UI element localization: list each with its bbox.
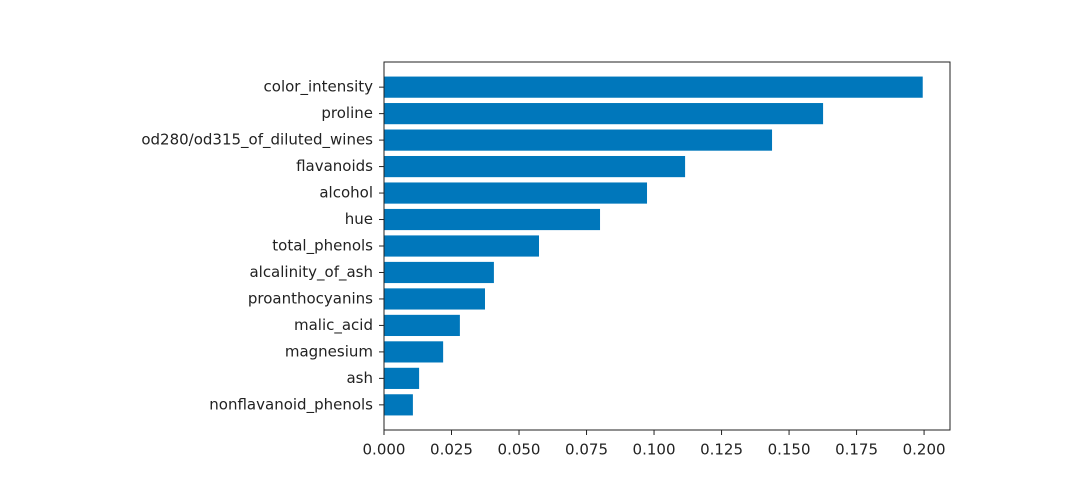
y-tick-label: magnesium xyxy=(285,342,373,360)
x-tick-label: 0.175 xyxy=(835,441,878,459)
bar xyxy=(384,288,485,310)
bar xyxy=(384,129,773,151)
bar xyxy=(384,394,413,416)
x-tick-label: 0.050 xyxy=(498,441,541,459)
y-tick-label: total_phenols xyxy=(272,237,373,256)
bar xyxy=(384,235,540,257)
y-tick-label: flavanoids xyxy=(296,157,373,175)
bar xyxy=(384,208,601,231)
x-tick-label: 0.075 xyxy=(565,441,608,459)
plot-frame xyxy=(383,61,951,431)
x-tick-label: 0.150 xyxy=(768,441,811,459)
y-tick-label: alcohol xyxy=(319,184,373,202)
x-tick-label: 0.025 xyxy=(430,441,473,459)
bar xyxy=(384,261,494,284)
bar xyxy=(384,341,444,363)
bar xyxy=(384,155,686,178)
y-tick-label: proline xyxy=(321,104,373,122)
y-tick-label: ash xyxy=(346,369,373,387)
bar xyxy=(384,76,923,98)
bar xyxy=(384,314,460,337)
x-tick-label: 0.100 xyxy=(633,441,676,459)
x-tick-label: 0.000 xyxy=(363,441,406,459)
y-tick-label: proanthocyanins xyxy=(248,289,373,307)
bar xyxy=(384,367,420,389)
x-tick-label: 0.200 xyxy=(903,441,946,459)
y-tick-label: nonflavanoid_phenols xyxy=(209,395,373,414)
y-tick-label: color_intensity xyxy=(264,78,374,97)
bar xyxy=(384,103,824,125)
y-tick-label: alcalinity_of_ash xyxy=(249,263,373,282)
x-tick-label: 0.125 xyxy=(700,441,743,459)
y-tick-label: malic_acid xyxy=(294,316,373,335)
y-tick-label: od280/od315_of_diluted_wines xyxy=(141,131,373,150)
bar xyxy=(384,182,648,204)
y-tick-label: hue xyxy=(345,210,373,228)
